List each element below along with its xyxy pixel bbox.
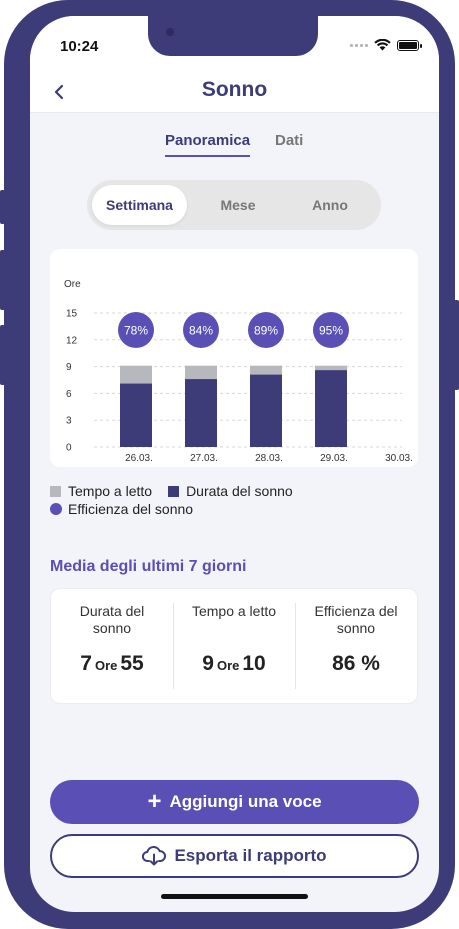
summary-duration: Durata del sonno 7 Ore 55 [51, 589, 173, 703]
page-title: Sonno [201, 78, 268, 101]
home-indicator [161, 894, 308, 899]
screen: 10:24 Sonno Panoramica Dati Sett [30, 16, 439, 912]
view-tabs: Panoramica Dati [30, 132, 439, 162]
period-selector: Settimana Mese Anno [87, 180, 381, 230]
summary-bed-value: 9 Ore 10 [173, 652, 295, 676]
summary-title: Media degli ultimi 7 giorni [50, 558, 247, 575]
period-year[interactable]: Anno [312, 197, 348, 213]
efficiency-label: 95% [319, 324, 343, 338]
battery-icon [397, 39, 422, 51]
volume-up-button [0, 250, 5, 310]
legend-duration-label: Durata del sonno [186, 483, 293, 499]
duration-minutes: 55 [120, 652, 144, 675]
notch [148, 16, 318, 56]
back-chevron-icon[interactable] [50, 80, 70, 104]
x-tick-label: 26.03. [125, 453, 153, 464]
bed-minutes: 10 [242, 652, 266, 675]
add-entry-button[interactable]: + Aggiungi una voce [50, 780, 419, 824]
y-axis-label: Ore [64, 279, 81, 290]
summary-efficiency-value: 86 % [295, 652, 417, 676]
sleep-chart: Ore 15 12 9 6 3 0 78% 26.03. 84% 27.03. 89% 28.03. 95… [64, 279, 413, 464]
sleep-chart-card: Ore 15 12 9 6 3 0 78% 26.03. 84% 27.03. 89% 28.03. 95… [50, 249, 418, 467]
camera [166, 28, 174, 36]
efficiency-value: 86 % [332, 652, 380, 675]
legend-efficiency-label: Efficienza del sonno [68, 501, 194, 517]
y-tick-label: 6 [66, 389, 72, 400]
y-tick-label: 15 [66, 309, 78, 320]
legend-duration-swatch [168, 485, 180, 497]
efficiency-label: 89% [254, 324, 278, 338]
summary-efficiency: Efficienza del sonno 86 % [295, 589, 417, 703]
efficiency-bubble [183, 312, 219, 348]
bar-duration [120, 383, 152, 447]
status-icons [350, 39, 422, 51]
export-report-label: Esporta il rapporto [174, 846, 327, 865]
y-tick-label: 3 [66, 416, 72, 427]
efficiency-label: 78% [124, 324, 148, 338]
summary-efficiency-label: Efficienza del sonno [314, 603, 398, 636]
plus-icon: + [147, 788, 162, 815]
x-tick-label: 27.03. [190, 453, 218, 464]
x-tick-label: 28.03. [255, 453, 283, 464]
header: Sonno [30, 72, 439, 112]
volume-down-button [0, 325, 5, 385]
legend-bed-swatch [50, 485, 61, 497]
duration-hours: 7 [80, 652, 92, 675]
efficiency-bubble [118, 312, 154, 348]
mute-switch [0, 190, 5, 224]
summary-duration-value: 7 Ore 55 [51, 652, 173, 676]
bar-duration [315, 370, 347, 447]
bar-duration [250, 374, 282, 447]
duration-unit: Ore [94, 658, 118, 673]
bed-hours: 9 [202, 652, 214, 675]
legend-efficiency-dot [50, 503, 62, 515]
wifi-icon [374, 39, 391, 51]
tab-panoramica[interactable]: Panoramica [165, 132, 251, 157]
period-week[interactable]: Settimana [92, 185, 187, 225]
y-tick-label: 9 [66, 362, 72, 373]
summary-bed: Tempo a letto 9 Ore 10 [173, 589, 295, 703]
efficiency-bubble [313, 312, 349, 348]
bed-unit: Ore [216, 658, 240, 673]
tab-dati[interactable]: Dati [275, 132, 304, 149]
summary-duration-label: Durata del sonno [79, 603, 145, 636]
legend-bed-label: Tempo a letto [68, 483, 153, 499]
bar-duration [185, 379, 217, 447]
power-button [454, 300, 459, 390]
signal-icon [350, 43, 368, 47]
status-time: 10:24 [60, 38, 99, 55]
period-month[interactable]: Mese [220, 197, 256, 213]
summary-bed-label: Tempo a letto [191, 603, 277, 619]
y-tick-label: 0 [66, 443, 72, 454]
x-tick-label: 29.03. [320, 453, 348, 464]
chart-legend: Tempo a letto Durata del sonno Efficienz… [50, 482, 418, 518]
x-tick-label: 30.03. [385, 453, 413, 464]
y-tick-label: 12 [66, 335, 78, 346]
efficiency-bubble [248, 312, 284, 348]
export-report-button[interactable]: Esporta il rapporto [50, 834, 419, 878]
cloud-download-icon [142, 846, 167, 866]
efficiency-label: 84% [189, 324, 213, 338]
add-entry-label: Aggiungi una voce [169, 792, 322, 811]
